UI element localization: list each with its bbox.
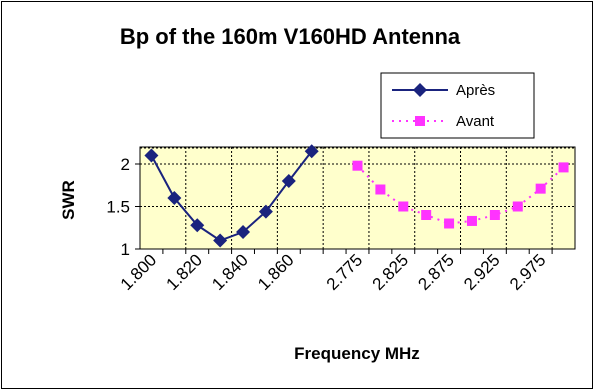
data-point-avant [398, 201, 409, 212]
x-tick-label: 2.975 [506, 250, 550, 294]
data-point-avant [352, 160, 363, 171]
data-point-apres [281, 174, 296, 188]
data-point-avant [444, 218, 455, 229]
data-point-apres [213, 233, 228, 248]
y-tick-label: 2 [121, 155, 130, 174]
x-axis-title: Frequency MHz [294, 344, 420, 363]
legend: Après Avant [380, 72, 535, 139]
x-tick-label: 2.775 [323, 250, 367, 294]
data-point-avant [489, 210, 500, 220]
chart-title: Bp of the 160m V160HD Antenna [120, 24, 461, 49]
series-line-apres [150, 150, 313, 242]
series-line-avant [356, 165, 565, 225]
data-point-avant [375, 184, 386, 195]
data-point-avant [558, 162, 569, 173]
series-layer [144, 144, 569, 248]
data-point-avant [421, 210, 432, 220]
x-tick-label: 2.875 [414, 250, 458, 294]
y-axis-title: SWR [59, 180, 78, 220]
legend-label-apres: Après [456, 82, 495, 99]
data-point-avant [466, 215, 477, 226]
data-point-apres [304, 144, 319, 159]
x-tick-label: 2.825 [369, 250, 413, 294]
y-tick-label: 1.5 [106, 198, 130, 217]
legend-box [380, 72, 535, 139]
data-point-avant [512, 201, 523, 212]
data-point-apres [258, 204, 273, 219]
data-point-apres [236, 225, 251, 239]
data-point-avant [535, 183, 546, 194]
data-point-apres [167, 191, 182, 205]
legend-marker-avant [415, 116, 425, 126]
y-tick-label: 1 [121, 240, 130, 259]
x-tick-label: 1.820 [163, 250, 207, 294]
grid [140, 147, 575, 250]
x-tick-label: 2.925 [460, 250, 504, 294]
x-tick-label: 1.840 [208, 250, 252, 294]
data-point-apres [190, 218, 205, 233]
y-axis-ticks: 11.52 [106, 155, 140, 259]
x-axis-ticks: 1.800 1.820 1.840 1.860 2.775 2.825 2.875 2.925… [117, 249, 553, 294]
plot-border [139, 146, 576, 250]
legend-label-avant: Avant [456, 113, 495, 130]
legend-marker-apres [413, 83, 427, 97]
x-tick-label: 1.860 [254, 250, 298, 294]
data-point-apres [144, 148, 159, 163]
